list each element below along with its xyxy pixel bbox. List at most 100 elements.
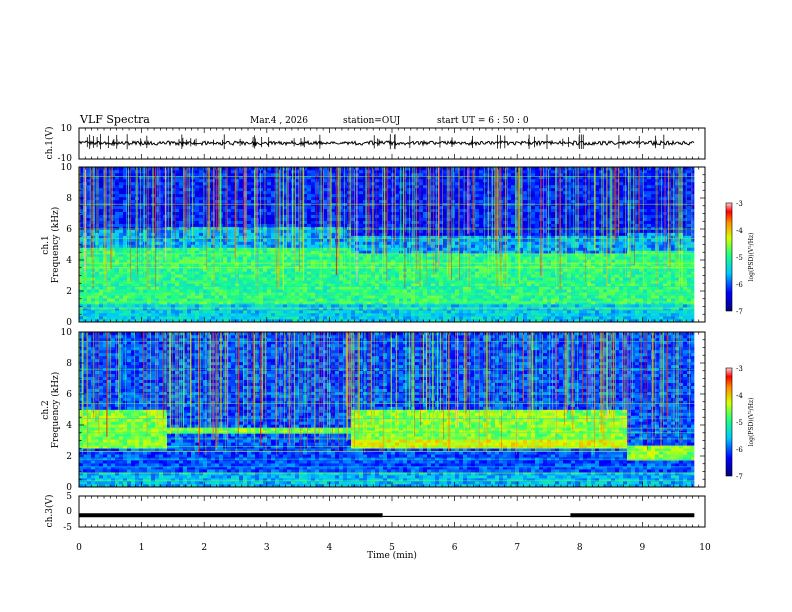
ch1-spec-cell — [415, 172, 420, 177]
ch1-spec-cell — [203, 319, 208, 323]
ch1-spec-cell — [375, 211, 380, 215]
ch1-spec-cell — [431, 208, 436, 213]
ch1-spec-cell — [267, 319, 272, 323]
ch1-spec-cell — [331, 277, 336, 281]
ch1-spec-cell — [447, 277, 452, 281]
ch1-spec-cell — [251, 304, 256, 308]
ch1-spec-cell — [183, 184, 188, 189]
ch1-spec-cell — [283, 172, 288, 177]
ch1-spec-cell — [251, 238, 256, 242]
ch1-spec-cell — [411, 310, 416, 314]
ch1-spec-cell — [167, 181, 172, 186]
ch1-spec-cell — [267, 268, 272, 272]
ch1-spec-cell — [391, 277, 396, 281]
ch1-spec-cell — [147, 265, 152, 269]
ch1-spec-cell — [119, 265, 124, 269]
ch1-spec-cell — [359, 172, 364, 177]
ch1-spec-cell — [275, 319, 280, 323]
ch1-spec-cell — [435, 184, 440, 189]
ch1-spec-cell — [419, 193, 424, 198]
ch1-spec-cell — [179, 181, 184, 186]
ch1-spec-cell — [415, 187, 420, 192]
ch1-spec-cell — [319, 256, 324, 260]
ch1-spec-cell — [439, 241, 444, 245]
ch1-spec-cell — [267, 307, 272, 311]
ch1-spec-cell — [239, 313, 244, 317]
ch1-spec-cell — [423, 217, 428, 221]
ch1-spec-cell — [203, 223, 208, 227]
ch1-spec-cell — [95, 319, 100, 323]
ch1-spec-cell — [439, 193, 444, 198]
ch1-spec-cell — [159, 301, 164, 305]
ch1-spec-cell — [363, 238, 368, 242]
ch1-spec-cell — [151, 277, 156, 281]
ch1-spec-cell — [395, 226, 400, 230]
ch1-spec-cell — [311, 196, 316, 201]
ch1-spec-cell — [287, 190, 292, 195]
ch1-spec-cell — [303, 238, 308, 242]
ch1-spec-cell — [259, 169, 264, 174]
ch1-spec-cell — [139, 211, 144, 215]
ch1-spec-cell — [223, 232, 228, 236]
ch1-spec-cell — [379, 298, 384, 302]
ch1-spec-cell — [391, 319, 396, 323]
ch1-spec-cell — [79, 232, 84, 236]
ch1-spec-cell — [263, 268, 268, 272]
ch1-spec-cell — [159, 307, 164, 311]
ch1-spec-cell — [255, 301, 260, 305]
ch1-spec-cell — [307, 223, 312, 227]
ch1-spec-cell — [223, 304, 228, 308]
ch1-spec-cell — [195, 184, 200, 189]
ch1-spec-cell — [431, 253, 436, 257]
ch1-spec-cell — [379, 241, 384, 245]
ch1-spec-cell — [307, 238, 312, 242]
ch1-spec-cell — [351, 214, 356, 218]
ch1-spec-cell — [263, 289, 268, 293]
ch1-spec-cell — [255, 319, 260, 323]
ch1-spec-cell — [431, 271, 436, 275]
ch1-spec-cell — [267, 232, 272, 236]
ch1-spec-cell — [139, 319, 144, 323]
ch1-spec-cell — [119, 229, 124, 233]
ch1-spec-cell — [183, 178, 188, 183]
ch1-spec-cell — [159, 271, 164, 275]
ch1-spec-cell — [295, 316, 300, 320]
ch1-spec-cell — [175, 256, 180, 260]
ch1-spec-cell — [311, 223, 316, 227]
ch1-spec-cell — [367, 313, 372, 317]
ch1-spec-cell — [115, 211, 120, 215]
ch1-spec-cell — [387, 265, 392, 269]
ch1-spec-cell — [255, 289, 260, 293]
ch1-spec-cell — [159, 253, 164, 257]
ch1-spec-cell — [283, 304, 288, 308]
ch1-spec-cell — [79, 304, 84, 308]
ch1-spec-cell — [123, 199, 128, 204]
ch1-spec-cell — [147, 232, 152, 236]
ch1-spec-cell — [111, 235, 116, 239]
ch1-spec-cell — [251, 283, 256, 287]
ch1-spec-cell — [319, 235, 324, 239]
ch1-spec-cell — [439, 286, 444, 290]
ch1-spec-cell — [387, 301, 392, 305]
ch1-spec-cell — [159, 167, 164, 171]
ch1-spec-cell — [303, 214, 308, 218]
ch1-spec-cell — [347, 283, 352, 287]
ch1-spec-cell — [447, 307, 452, 311]
ch1-spec-cell — [331, 235, 336, 239]
ch1-spec-cell — [431, 244, 436, 248]
ch1-spec-cell — [311, 214, 316, 218]
ch1-spec-cell — [431, 169, 436, 174]
ch1-spec-cell — [407, 310, 412, 314]
ch1-spec-cell — [307, 271, 312, 275]
ch1-spec-cell — [455, 238, 460, 242]
ch1-spec-cell — [331, 259, 336, 263]
ch1-spec-cell — [259, 235, 264, 239]
ch1-spec-cell — [275, 313, 280, 317]
ch1-spec-cell — [127, 229, 132, 233]
ch1-spec-cell — [439, 268, 444, 272]
ch1-spec-cell — [215, 229, 220, 233]
ch1-spec-cell — [259, 167, 264, 171]
ch1-spec-cell — [143, 205, 148, 210]
ch1-spec-cell — [179, 286, 184, 290]
ch1-spec-cell — [319, 316, 324, 320]
